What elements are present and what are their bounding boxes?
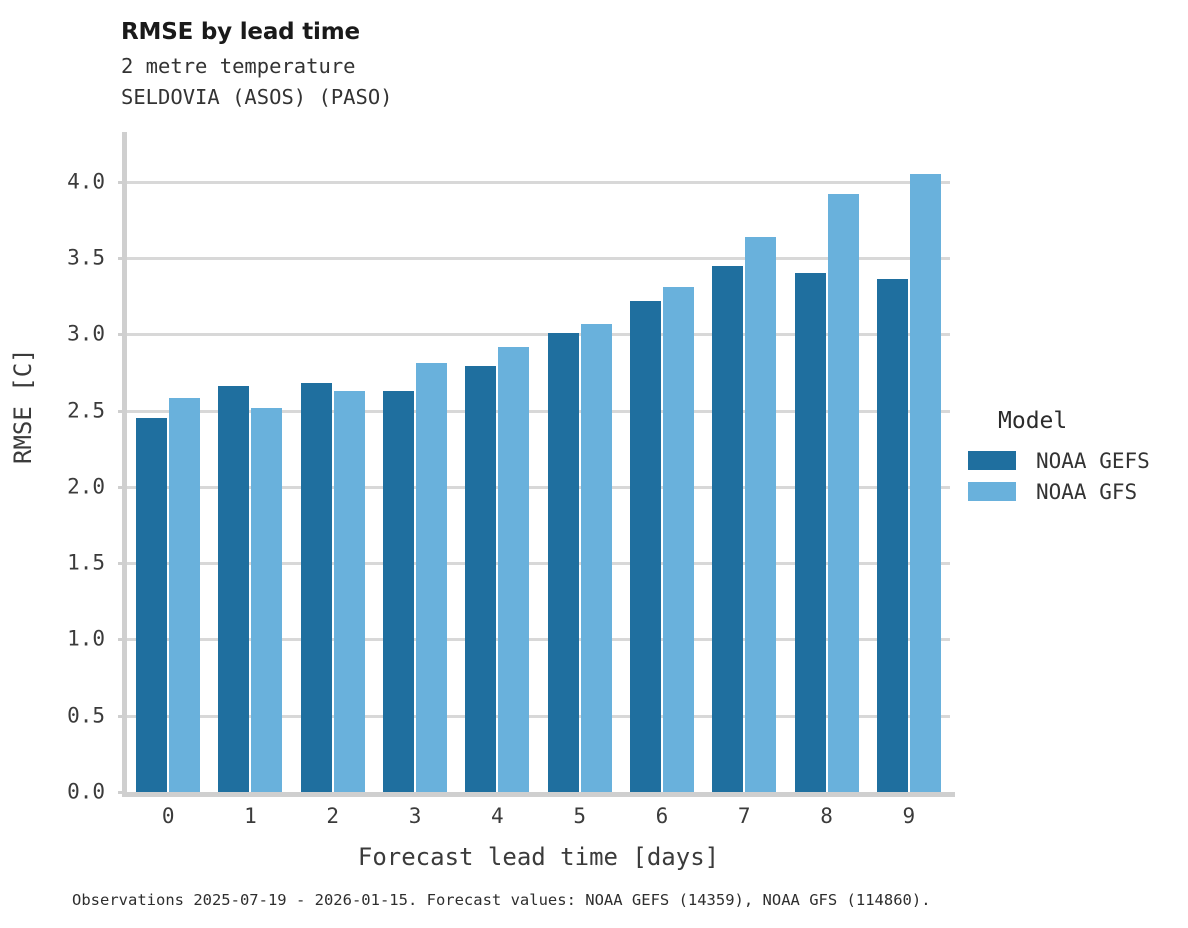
y-axis-tick bbox=[118, 257, 127, 261]
bar bbox=[383, 390, 415, 792]
x-axis-tick-label: 6 bbox=[655, 804, 669, 828]
bar bbox=[416, 363, 448, 792]
bar bbox=[580, 323, 612, 792]
x-axis-tick-label: 5 bbox=[573, 804, 586, 828]
legend-item[interactable]: NOAA GEFS bbox=[968, 445, 1183, 476]
chart-subtitle-variable: 2 metre temperature bbox=[121, 54, 356, 78]
bar bbox=[136, 418, 168, 792]
x-axis-title: Forecast lead time [days] bbox=[357, 843, 720, 871]
legend-item-label: NOAA GEFS bbox=[1036, 448, 1150, 473]
y-axis-tick-label: 1.0 bbox=[67, 626, 105, 651]
x-axis-tick-label: 2 bbox=[326, 804, 340, 828]
bar bbox=[712, 265, 744, 792]
y-axis-tick-label: 4.0 bbox=[67, 169, 105, 194]
y-axis-title: RMSE [C] bbox=[9, 348, 37, 464]
x-axis-tick-label: 9 bbox=[902, 804, 916, 828]
x-axis-tick-label: 7 bbox=[737, 804, 751, 828]
footer-note: Observations 2025-07-19 - 2026-01-15. Fo… bbox=[72, 891, 931, 909]
bar bbox=[547, 332, 579, 792]
y-axis-tick bbox=[118, 180, 127, 184]
bar bbox=[169, 398, 201, 792]
bar bbox=[251, 407, 283, 792]
gridline bbox=[127, 638, 950, 642]
y-axis-tick bbox=[118, 485, 127, 489]
y-axis-tick-label: 0.5 bbox=[67, 703, 105, 728]
legend-entries: NOAA GEFS NOAA GFS bbox=[968, 445, 1183, 507]
x-axis-line bbox=[122, 792, 955, 797]
y-axis-tick bbox=[118, 714, 127, 718]
gridline bbox=[127, 409, 950, 413]
bar bbox=[876, 279, 908, 792]
legend-item-label: NOAA GFS bbox=[1036, 479, 1138, 504]
legend: Model NOAA GEFS NOAA GFS bbox=[968, 408, 1183, 507]
gridline bbox=[127, 562, 950, 566]
x-axis-tick-label: 8 bbox=[820, 804, 833, 828]
bar bbox=[827, 193, 859, 792]
bar bbox=[300, 383, 332, 792]
x-axis-tick-label: 3 bbox=[408, 804, 422, 828]
bar bbox=[745, 236, 777, 792]
x-axis-tick-label: 0 bbox=[161, 804, 175, 828]
title-block: RMSE by lead time 2 metre temperature SE… bbox=[121, 18, 921, 113]
y-axis-tick bbox=[118, 562, 127, 566]
bar bbox=[794, 273, 826, 792]
bar bbox=[218, 386, 250, 792]
y-axis-tick-label: 0.0 bbox=[67, 779, 105, 804]
bar bbox=[465, 366, 497, 792]
y-axis-tick bbox=[118, 333, 127, 337]
y-axis-tick bbox=[118, 409, 127, 413]
page-title: RMSE by lead time bbox=[121, 19, 360, 45]
legend-color-swatch bbox=[968, 482, 1016, 501]
gridline bbox=[127, 714, 950, 718]
x-axis-tick-label: 4 bbox=[491, 804, 504, 828]
legend-item[interactable]: NOAA GFS bbox=[968, 476, 1183, 507]
y-axis-tick-label: 3.0 bbox=[67, 321, 105, 346]
bar bbox=[629, 300, 661, 792]
y-axis-tick-label: 3.5 bbox=[67, 245, 105, 270]
gridline bbox=[127, 333, 950, 337]
y-axis-tick-label: 1.5 bbox=[67, 550, 105, 575]
plot-area: 0.0 0.5 1.0 1.5 2.0 2.5 3.0 3.5 4.0 bbox=[67, 136, 950, 802]
legend-title: Model bbox=[998, 408, 1068, 434]
y-axis-tick bbox=[118, 638, 127, 642]
bar bbox=[333, 390, 365, 792]
bar bbox=[909, 174, 941, 792]
gridline bbox=[127, 180, 950, 184]
chart-subtitle-station: SELDOVIA (ASOS) (PASO) bbox=[121, 85, 393, 109]
bar bbox=[662, 287, 694, 792]
y-axis-line bbox=[122, 132, 127, 796]
bar bbox=[498, 346, 530, 792]
y-axis-tick-label: 2.0 bbox=[67, 474, 105, 499]
y-axis-tick-label: 2.5 bbox=[67, 398, 105, 423]
gridline bbox=[127, 257, 950, 261]
gridline bbox=[127, 485, 950, 489]
legend-color-swatch bbox=[968, 451, 1016, 470]
x-axis-tick-label: 1 bbox=[244, 804, 257, 828]
y-axis-tick bbox=[118, 791, 127, 794]
